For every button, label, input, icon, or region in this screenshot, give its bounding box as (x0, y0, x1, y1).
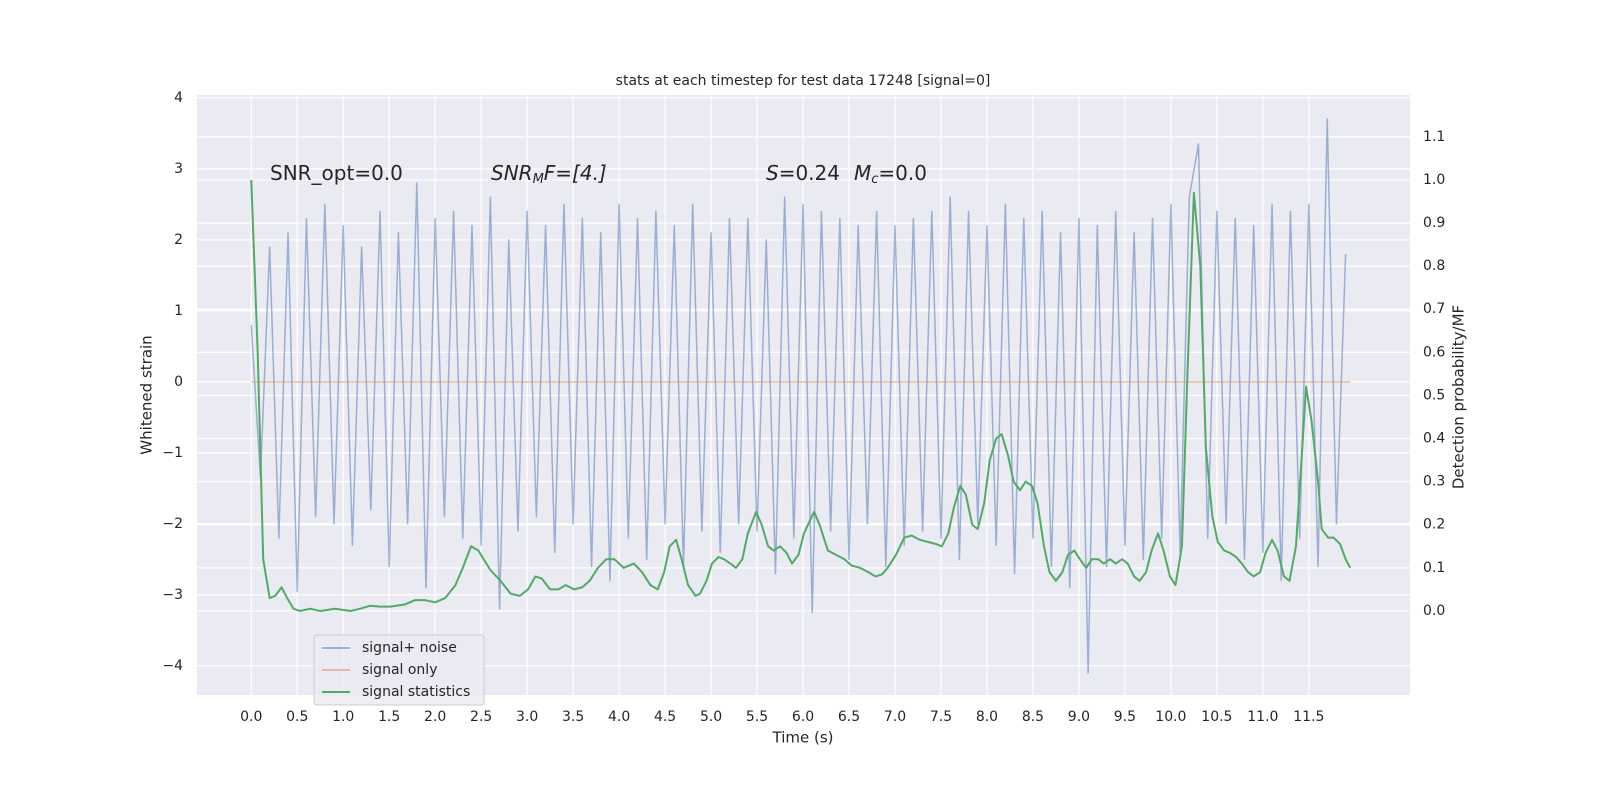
x-tick-label: 4.0 (608, 709, 630, 725)
annotation-text: SNR_opt=0.0 (270, 161, 403, 185)
x-tick-label: 0.5 (286, 709, 308, 725)
y2-tick-label: 0.4 (1423, 431, 1445, 447)
series-line (250, 118, 1347, 674)
legend-label: signal+ noise (362, 640, 457, 656)
annotation: S=0.24 Mc=0.0 (766, 161, 927, 187)
x-tick-label: 3.5 (562, 709, 584, 725)
annotation-text: =0.24 (779, 161, 840, 185)
x-tick-label: 11.0 (1247, 709, 1278, 725)
y-tick-label: −3 (162, 587, 183, 603)
y2-tick-label: 0.5 (1423, 387, 1445, 403)
x-tick-label: 4.5 (654, 709, 676, 725)
chart-title: stats at each timestep for test data 172… (616, 73, 991, 89)
x-tick-label: 5.0 (700, 709, 722, 725)
annotation-text: F=[4.] (544, 161, 607, 185)
x-tick-label: 1.0 (332, 709, 354, 725)
y2-tick-label: 0.2 (1423, 517, 1445, 533)
annotation: SNRMF=[4.] (491, 161, 607, 187)
y-tick-label: 3 (174, 161, 183, 177)
x-tick-label: 6.5 (838, 709, 860, 725)
y2-tick-label: 0.9 (1423, 215, 1445, 231)
y-tick-label: 2 (174, 232, 183, 248)
annotation: SNR_opt=0.0 (270, 161, 403, 185)
x-tick-label: 2.0 (424, 709, 446, 725)
legend: signal+ noise signal only signal statistic… (313, 634, 485, 706)
x-tick-label: 8.0 (976, 709, 998, 725)
y-tick-label: 4 (174, 90, 183, 106)
legend-label: signal statistics (362, 684, 470, 700)
x-tick-label: 7.5 (930, 709, 952, 725)
x-tick-label: 3.0 (516, 709, 538, 725)
x-tick-label: 9.0 (1068, 709, 1090, 725)
y2-tick-label: 1.1 (1423, 129, 1445, 145)
x-tick-label: 10.0 (1155, 709, 1186, 725)
legend-label: signal only (362, 662, 437, 678)
y2-tick-label: 0.7 (1423, 301, 1445, 317)
series-line (250, 179, 1352, 612)
y-tick-label: −2 (162, 516, 183, 532)
annotation-text: M (854, 161, 871, 185)
x-tick-label: 5.5 (746, 709, 768, 725)
legend-box (313, 634, 485, 706)
annotation-text: =0.0 (878, 161, 927, 185)
x-tick-label: 11.5 (1293, 709, 1324, 725)
y-tick-label: 0 (174, 374, 183, 390)
y2-tick-label: 0.6 (1423, 344, 1445, 360)
y-tick-label: 1 (174, 303, 183, 319)
y-tick-label: −1 (162, 445, 183, 461)
x-axis-label: Time (s) (772, 729, 834, 747)
x-tick-label: 9.5 (1114, 709, 1136, 725)
x-tick-label: 0.0 (240, 709, 262, 725)
y-tick-label: −4 (162, 658, 183, 674)
annotation-text: S (766, 161, 779, 185)
annotation-text: M (533, 172, 544, 187)
x-tick-label: 1.5 (378, 709, 400, 725)
y2-tick-label: 0.8 (1423, 258, 1445, 274)
y2-tick-label: 0.3 (1423, 474, 1445, 490)
x-tick-label: 8.5 (1022, 709, 1044, 725)
y-axis-label: Whitened strain (138, 335, 156, 454)
y2-tick-label: 0.1 (1423, 560, 1445, 576)
y2-tick-label: 1.0 (1423, 172, 1445, 188)
y2-tick-label: 0.0 (1423, 603, 1445, 619)
x-tick-label: 2.5 (470, 709, 492, 725)
y2-axis-label: Detection probability/MF (1450, 305, 1468, 489)
annotation-text: SNR (491, 161, 533, 185)
x-tick-label: 6.0 (792, 709, 814, 725)
x-tick-label: 10.5 (1201, 709, 1232, 725)
annotation-text: c (871, 172, 878, 187)
x-tick-label: 7.0 (884, 709, 906, 725)
